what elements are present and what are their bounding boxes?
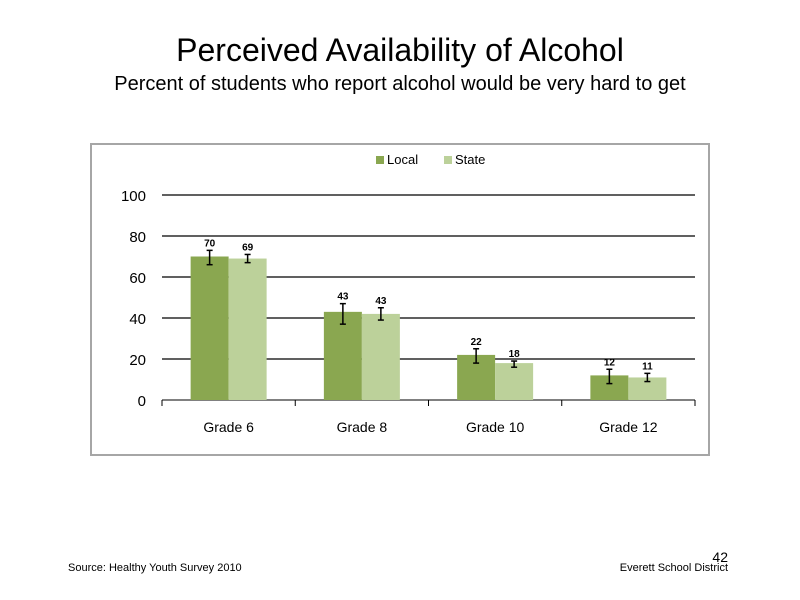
data-label: 43 [375,296,387,307]
bar-local [190,256,229,400]
legend-label-local: Local [387,152,418,167]
data-label: 12 [604,357,616,368]
y-tick-label: 100 [121,188,146,205]
x-tick-label: Grade 12 [599,419,658,435]
x-tick-label: Grade 8 [337,419,388,435]
data-label: 69 [242,242,254,253]
y-tick-label: 20 [129,352,146,369]
y-tick-label: 40 [129,311,146,328]
x-tick-label: Grade 10 [466,419,525,435]
bar-state [361,313,400,400]
bar-state [628,377,667,400]
legend-swatch-state [444,156,452,164]
legend-label-state: State [455,152,485,167]
y-tick-label: 60 [129,270,146,287]
x-tick-label: Grade 6 [203,419,254,435]
bar-local [323,311,362,400]
data-label: 43 [337,292,349,303]
slide-subtitle: Percent of students who report alcohol w… [114,73,686,95]
bar-state [495,363,534,400]
page-number: 42 [712,549,728,565]
data-label: 11 [642,361,653,372]
data-label: 70 [204,238,216,249]
source-note: Source: Healthy Youth Survey 2010 [68,562,242,574]
organization-name: Everett School District [619,562,728,574]
y-tick-label: 0 [138,393,146,410]
data-label: 22 [471,337,483,348]
slide-title: Perceived Availability of Alcohol [176,32,624,68]
y-tick-label: 80 [129,229,146,246]
bar-state [228,258,267,400]
data-label: 18 [509,349,521,360]
legend-swatch-local [376,156,384,164]
